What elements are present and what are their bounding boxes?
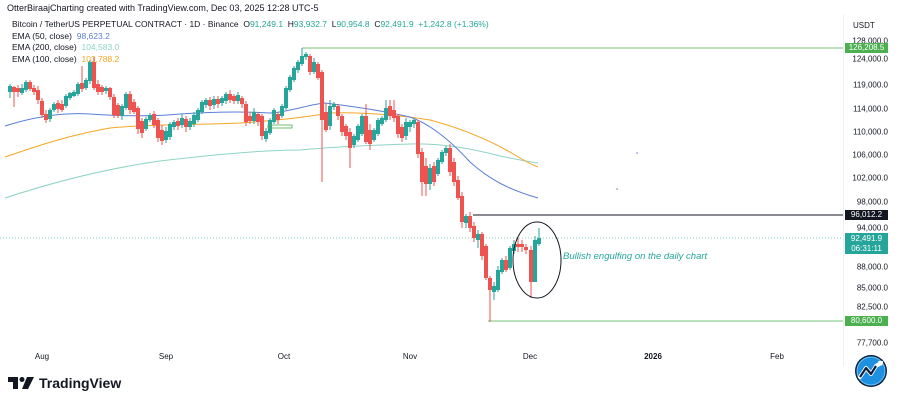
indicator-label: EMA (50, close) [12, 30, 72, 41]
price-label: 98,000.0 [856, 197, 888, 207]
chart-marker [616, 188, 618, 190]
price-label: 128,000.0 [852, 36, 888, 46]
price-label: 102,000.0 [852, 173, 888, 183]
price-label: 119,000.0 [853, 80, 888, 90]
currency-unit[interactable]: USDT [853, 21, 875, 30]
close-value: 92,491.9 [380, 19, 414, 29]
time-label: Oct [277, 352, 291, 361]
indicator-value: 98,623.2 [76, 30, 110, 41]
low-value: 90,954.8 [336, 19, 370, 29]
price-label: 114,000.0 [853, 104, 888, 114]
high-label: H [287, 19, 294, 29]
indicator-ema50[interactable]: EMA (50, close) 98,623.2 [12, 31, 489, 43]
indicator-label: EMA (200, close) [12, 42, 77, 52]
symbol-title[interactable]: Bitcoin / TetherUS PERPETUAL CONTRACT · … [12, 19, 239, 29]
price-axis-border [843, 14, 844, 366]
indicator-label: EMA (100, close) [12, 53, 77, 64]
time-label: Sep [158, 352, 174, 361]
tradingview-logo-text: TradingView [39, 375, 122, 391]
candles[interactable] [8, 48, 541, 322]
chart-marker-rect [267, 124, 293, 129]
price-label: 94,000.0 [856, 223, 888, 233]
time-label: Dec [522, 352, 538, 361]
indicator-value: 103,788.2 [81, 53, 120, 64]
open-label: O [243, 19, 250, 29]
indicator-ema200[interactable]: EMA (200, close) 104,583.0 [12, 42, 489, 54]
resistance-price-tag: 96,012.2 [845, 210, 888, 220]
indicator-ema100[interactable]: EMA (100, close) 103,788.2 [12, 54, 489, 66]
engulfing-ellipse[interactable] [512, 221, 562, 299]
time-label: Aug [34, 352, 50, 361]
price-label: 82,500.0 [856, 302, 888, 312]
tradingview-logo[interactable]: TradingView [8, 375, 121, 391]
chart-credit: OtterBiraajCharting created with Trading… [7, 3, 319, 13]
low-label: L [331, 19, 337, 29]
price-label: 85,000.0 [856, 283, 888, 293]
last-price-tag: 92,491.9 06:31:11 [845, 233, 888, 254]
change-value: +1,242.8 (+1.36%) [418, 19, 489, 29]
ath-price-tag: 126,208.5 [845, 43, 888, 53]
open-value: 91,249.1 [249, 19, 284, 29]
bar-countdown: 06:31:11 [851, 243, 882, 253]
price-label: 88,000.0 [856, 262, 888, 272]
price-label: 77,700.0 [856, 338, 888, 348]
chart-legend: Bitcoin / TetherUS PERPETUAL CONTRACT · … [12, 19, 489, 65]
time-label: Feb [770, 352, 784, 361]
price-label: 110,000.0 [853, 127, 888, 137]
ema50-line[interactable] [4, 102, 539, 199]
low-price-tag: 80,600.0 [845, 316, 888, 326]
engulfing-annotation[interactable]: Bullish engulfing on the daily chart [563, 251, 708, 262]
indicator-value: 104,583.0 [81, 42, 120, 52]
price-label: 106,000.0 [852, 150, 888, 160]
symbol-row: Bitcoin / TetherUS PERPETUAL CONTRACT · … [12, 19, 489, 31]
chart-marker [636, 152, 638, 154]
time-label: Nov [402, 352, 418, 361]
price-label: 124,000.0 [852, 54, 888, 64]
high-value: 93,932.7 [293, 19, 328, 29]
close-label: C [374, 19, 381, 29]
time-label-year: 2026 [644, 352, 662, 361]
last-price-value: 92,491.9 [850, 234, 883, 243]
tradingview-logo-icon [8, 377, 34, 389]
author-badge-icon [855, 355, 887, 387]
